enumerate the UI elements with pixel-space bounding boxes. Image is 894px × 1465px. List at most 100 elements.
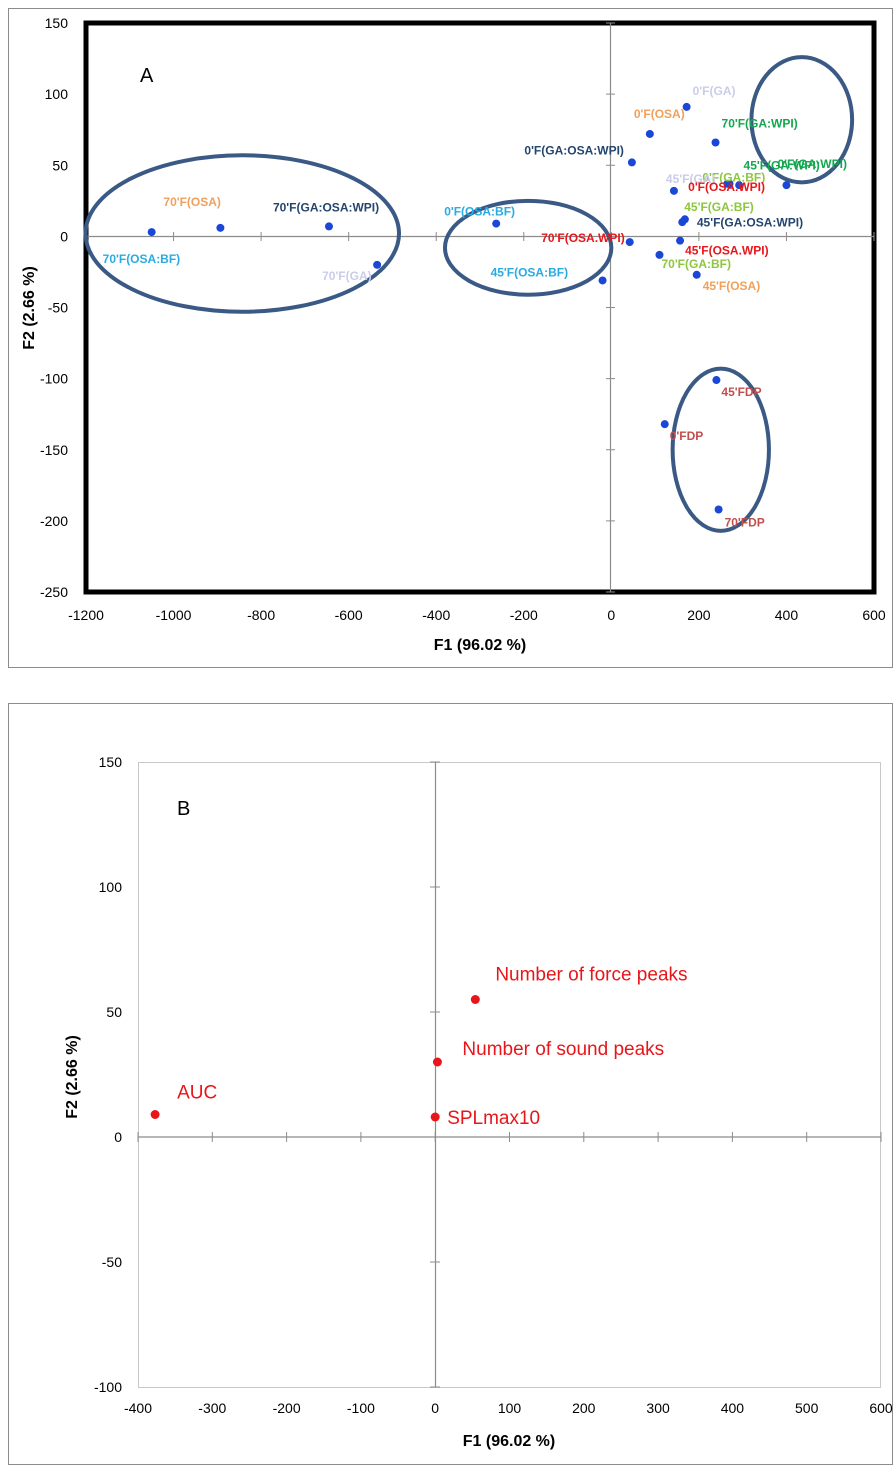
point-label: 0'F(GA:OSA:WPI) <box>524 143 624 157</box>
y-tick-label: 150 <box>99 754 123 770</box>
y-tick-label: -250 <box>40 584 68 600</box>
point-label: 70'F(OSA.WPI) <box>541 231 625 245</box>
point-label: 0'F(OSA) <box>634 107 685 121</box>
y-tick-label: 50 <box>52 157 68 173</box>
x-tick-label: -400 <box>124 1400 152 1416</box>
point-label: 70'F(GA:OSA:WPI) <box>273 200 379 214</box>
panel-b-x-tick-labels: -400 -300 -200 -100 0 100 200 300 400 500 600 <box>124 1400 893 1416</box>
point-label: 45'F(GA:OSA:WPI) <box>697 215 803 229</box>
panel-b-letter: B <box>177 798 190 820</box>
point-label: 45'F(GA) <box>666 172 716 186</box>
x-tick-label: -800 <box>247 607 275 623</box>
y-tick-label: 50 <box>106 1004 122 1020</box>
x-tick-label: 0 <box>431 1400 439 1416</box>
panel-a-x-axis-label: F1 (96.02 %) <box>434 637 526 654</box>
x-tick-label: -200 <box>273 1400 301 1416</box>
x-tick-label: -300 <box>198 1400 226 1416</box>
point-label: 45'F(OSA) <box>703 279 761 293</box>
panel-a-points <box>147 102 791 514</box>
y-tick-label: -200 <box>40 513 68 529</box>
panel-b-plot-area <box>138 762 881 1388</box>
cluster-ellipse <box>442 198 614 297</box>
cluster-ellipse <box>83 153 402 314</box>
panel-b-axis-ticks <box>137 761 882 1388</box>
point-label: 0'F(GA:WPI) <box>777 157 847 171</box>
point-label: 70'F(OSA) <box>163 195 221 209</box>
point-label: 70'F(GA:WPI) <box>722 116 798 130</box>
point-label: 45'F(GA:WPI) <box>744 159 820 173</box>
variable-point <box>150 1110 160 1119</box>
cluster-ellipse <box>670 366 771 533</box>
data-point <box>324 222 333 231</box>
x-tick-label: 500 <box>795 1400 819 1416</box>
x-tick-label: 100 <box>498 1400 522 1416</box>
point-label: 70'F(GA) <box>322 269 372 283</box>
data-point <box>680 215 689 224</box>
x-tick-label: -200 <box>510 607 538 623</box>
data-point <box>627 158 636 167</box>
data-point <box>735 181 744 190</box>
y-tick-label: -50 <box>102 1254 122 1270</box>
x-tick-label: 600 <box>862 607 886 623</box>
panel-a-point-labels: 0'F(GA) 0'F(OSA) 0'F(GA:OSA:WPI) 70'F(GA:WP… <box>103 84 847 530</box>
point-label: 0'F(OSA:BF) <box>444 205 515 219</box>
point-label: 45'F(OSA.WPI) <box>685 244 769 258</box>
data-point <box>676 236 685 245</box>
point-label: 70'F(OSA:BF) <box>103 252 181 266</box>
data-point <box>655 250 664 259</box>
panel-b-y-tick-labels: -100 -50 0 50 100 150 <box>94 754 122 1395</box>
variable-point <box>430 1112 440 1122</box>
panel-b-points <box>150 995 480 1122</box>
panel-b-point-labels: Number of force peaks Number of sound pea… <box>177 965 687 1130</box>
x-tick-label: 400 <box>775 607 799 623</box>
variable-label: Number of sound peaks <box>462 1039 664 1060</box>
data-point <box>373 260 382 269</box>
cluster-ellipse <box>749 55 855 185</box>
data-point <box>645 129 654 138</box>
y-tick-label: -150 <box>40 442 68 458</box>
x-tick-label: -100 <box>347 1400 375 1416</box>
data-point <box>492 219 501 228</box>
data-point <box>216 223 225 232</box>
data-point <box>723 179 732 188</box>
x-tick-label: 600 <box>869 1400 893 1416</box>
y-tick-label: 100 <box>45 86 69 102</box>
point-label: 0'F(OSA.WPI) <box>688 180 765 194</box>
point-label: 70'FDP <box>725 515 765 529</box>
x-tick-label: -1000 <box>156 607 192 623</box>
variable-point <box>432 1057 442 1067</box>
panel-a-x-tick-labels: -1200 -1000 -800 -600 -400 -200 0 200 400 600 <box>68 607 886 623</box>
panel-b-y-axis-label: F2 (2.66 %) <box>64 1035 81 1119</box>
panel-a-y-axis-label: F2 (2.66 %) <box>21 266 38 350</box>
data-point <box>711 138 720 147</box>
x-tick-label: 200 <box>687 607 711 623</box>
x-tick-label: 0 <box>607 607 615 623</box>
panel-b-frame <box>8 703 893 1465</box>
data-point <box>598 276 607 285</box>
x-tick-label: -400 <box>422 607 450 623</box>
data-point <box>669 186 678 195</box>
panel-a-cluster-ellipses <box>83 55 855 533</box>
data-point <box>692 270 701 279</box>
point-label: 0'FDP <box>670 429 704 443</box>
x-tick-label: 300 <box>646 1400 670 1416</box>
data-point <box>782 181 791 190</box>
point-label: 45'FDP <box>721 385 761 399</box>
x-tick-label: -600 <box>335 607 363 623</box>
y-tick-label: -100 <box>94 1379 122 1395</box>
data-point <box>714 505 723 514</box>
x-tick-label: -1200 <box>68 607 104 623</box>
panel-a-letter: A <box>140 65 154 87</box>
y-tick-label: 0 <box>60 228 68 244</box>
panel-b-chart: -100 -50 0 50 100 150 -400 -300 -200 -100 0 100 200… <box>64 754 893 1450</box>
y-tick-label: 100 <box>99 879 123 895</box>
data-point <box>660 420 669 429</box>
variable-label: AUC <box>177 1083 217 1104</box>
variable-label: Number of force peaks <box>495 965 687 986</box>
y-tick-label: -100 <box>40 371 68 387</box>
panel-a-plot-area <box>83 20 877 595</box>
panel-b-x-axis-label: F1 (96.02 %) <box>463 1433 555 1450</box>
y-tick-label: -50 <box>48 300 68 316</box>
